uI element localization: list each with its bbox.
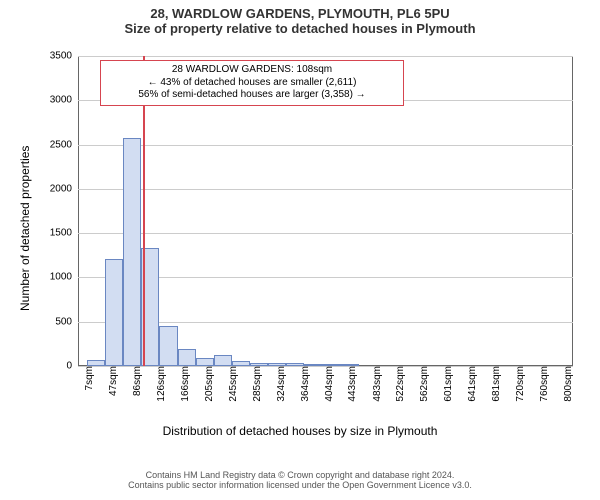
ytick-label: 3500 [50,51,78,62]
annotation-line-3: 56% of semi-detached houses are larger (… [107,89,397,102]
xtick-label: 681sqm [489,366,502,402]
xtick-label: 285sqm [250,366,263,402]
ytick-label: 3000 [50,95,78,106]
xtick-label: 443sqm [345,366,358,402]
footnote-line-2: Contains public sector information licen… [0,480,600,490]
xtick-label: 166sqm [178,366,191,402]
gridline [78,56,573,57]
ytick-label: 1500 [50,228,78,239]
xtick-label: 7sqm [82,366,95,390]
gridline [78,145,573,146]
xtick-label: 205sqm [202,366,215,402]
annotation-box: 28 WARDLOW GARDENS: 108sqm ← 43% of deta… [100,60,404,106]
title-line-2: Size of property relative to detached ho… [0,21,600,36]
annotation-line-2: ← 43% of detached houses are smaller (2,… [107,77,397,90]
ytick-label: 2000 [50,183,78,194]
footnote: Contains HM Land Registry data © Crown c… [0,470,600,490]
histogram-bar [105,259,123,366]
ytick-label: 2500 [50,139,78,150]
xtick-label: 245sqm [226,366,239,402]
xtick-label: 364sqm [298,366,311,402]
annotation-line-1: 28 WARDLOW GARDENS: 108sqm [107,64,397,77]
xtick-label: 641sqm [465,366,478,402]
xtick-label: 720sqm [513,366,526,402]
ytick-label: 1000 [50,272,78,283]
histogram-bar [178,349,196,366]
histogram-bar [214,355,232,366]
xtick-label: 483sqm [370,366,383,402]
xtick-label: 86sqm [130,366,143,396]
page-root: 28, WARDLOW GARDENS, PLYMOUTH, PL6 5PU S… [0,0,600,500]
xtick-label: 324sqm [274,366,287,402]
xtick-label: 126sqm [154,366,167,402]
gridline [78,233,573,234]
gridline [78,189,573,190]
xtick-label: 562sqm [417,366,430,402]
footnote-line-1: Contains HM Land Registry data © Crown c… [0,470,600,480]
histogram-bar [123,138,141,366]
title-block: 28, WARDLOW GARDENS, PLYMOUTH, PL6 5PU S… [0,0,600,36]
ytick-label: 500 [55,316,78,327]
xtick-label: 522sqm [393,366,406,402]
xtick-label: 800sqm [561,366,574,402]
xtick-label: 760sqm [537,366,550,402]
histogram-bar [159,326,177,366]
xtick-label: 47sqm [106,366,119,396]
y-axis-label: Number of detached properties [18,146,32,311]
ytick-label: 0 [66,361,78,372]
xtick-label: 404sqm [322,366,335,402]
xtick-label: 601sqm [441,366,454,402]
x-axis-label: Distribution of detached houses by size … [0,424,600,438]
title-line-1: 28, WARDLOW GARDENS, PLYMOUTH, PL6 5PU [0,6,600,21]
histogram-bar [196,358,214,366]
